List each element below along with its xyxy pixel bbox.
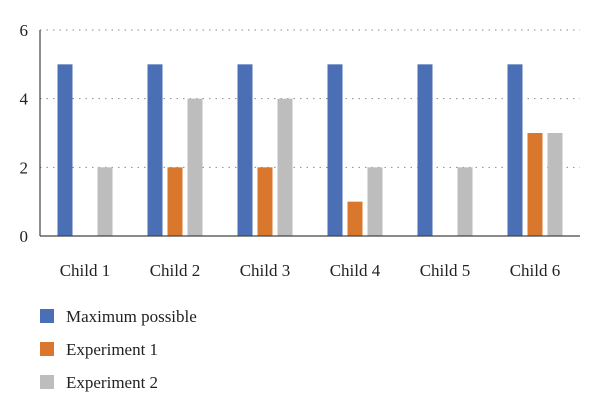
y-tick-label: 6 [20, 21, 29, 40]
axes [39, 30, 580, 237]
x-tick-label: Child 6 [510, 261, 561, 280]
bar-experiment-2-child-2 [187, 98, 203, 237]
bar-maximum-possible-child-5 [417, 64, 433, 236]
y-tick-labels: 0 2 4 6 [20, 21, 29, 246]
y-tick-label: 4 [20, 90, 29, 109]
bar-experiment-1-child-6 [527, 133, 543, 236]
bar-experiment-2-child-3 [277, 98, 293, 237]
x-tick-label: Child 3 [240, 261, 291, 280]
bar-maximum-possible-child-2 [147, 64, 163, 236]
bar-experiment-1-child-2 [167, 167, 183, 236]
y-tick-label: 2 [20, 158, 29, 177]
y-tick-label: 0 [20, 227, 29, 246]
legend-swatch [40, 342, 54, 356]
bar-experiment-2-child-4 [367, 167, 383, 236]
bar-maximum-possible-child-6 [507, 64, 523, 236]
bar-maximum-possible-child-3 [237, 64, 253, 236]
gridlines [40, 29, 580, 168]
x-tick-label: Child 2 [150, 261, 201, 280]
bar-experiment-1-child-4 [347, 201, 363, 236]
x-tick-label: Child 1 [60, 261, 111, 280]
bar-experiment-1-child-3 [257, 167, 273, 236]
legend-label: Experiment 1 [66, 340, 158, 359]
bars [57, 64, 563, 237]
legend-swatch [40, 309, 54, 323]
x-tick-label: Child 4 [330, 261, 381, 280]
x-tick-label: Child 5 [420, 261, 471, 280]
legend-swatch [40, 375, 54, 389]
legend-label: Maximum possible [66, 307, 197, 326]
x-tick-labels: Child 1 Child 2 Child 3 Child 4 Child 5 Child… [60, 261, 561, 280]
bar-maximum-possible-child-4 [327, 64, 343, 236]
bar-experiment-2-child-1 [97, 167, 113, 236]
bar-maximum-possible-child-1 [57, 64, 73, 236]
legend: Maximum possible Experiment 1 Experiment 2 [40, 307, 197, 392]
legend-label: Experiment 2 [66, 373, 158, 392]
bar-experiment-2-child-6 [547, 133, 563, 236]
bar-experiment-2-child-5 [457, 167, 473, 236]
